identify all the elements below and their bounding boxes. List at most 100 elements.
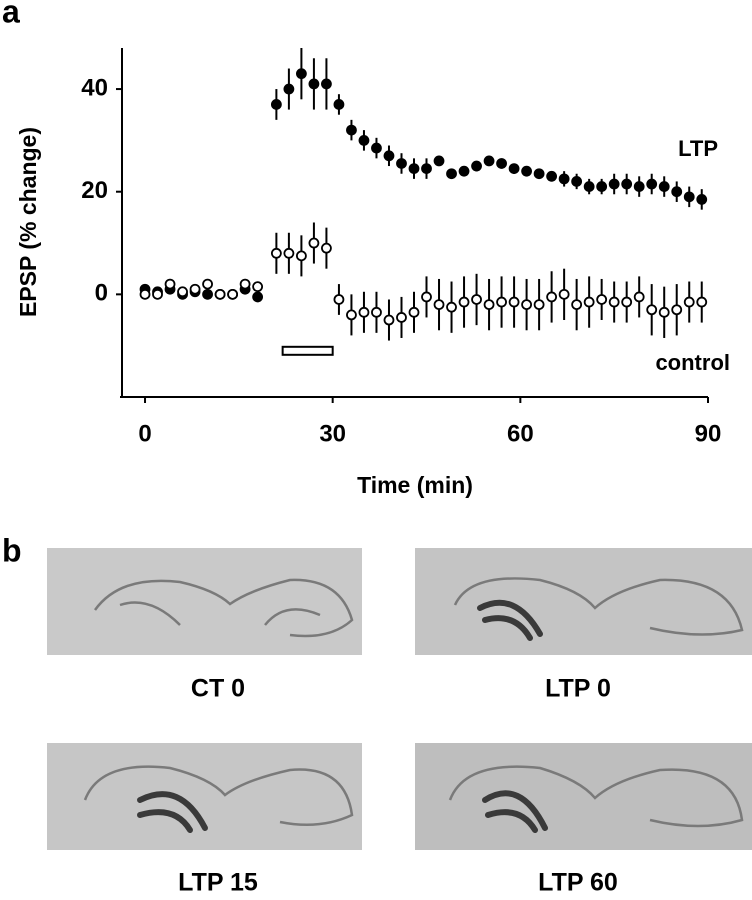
data-point bbox=[496, 296, 507, 308]
data-point bbox=[571, 299, 583, 311]
data-point bbox=[177, 286, 188, 298]
tissue-image bbox=[415, 548, 752, 655]
data-point bbox=[671, 304, 683, 316]
x-axis-label: Time (min) bbox=[357, 472, 473, 498]
series-label: LTP bbox=[678, 136, 718, 161]
data-point bbox=[408, 163, 420, 175]
data-point bbox=[283, 83, 295, 95]
data-point bbox=[308, 78, 320, 90]
data-point bbox=[683, 191, 695, 203]
data-point bbox=[433, 299, 445, 311]
data-point bbox=[421, 291, 432, 303]
y-tick-label: 0 bbox=[95, 280, 108, 307]
data-point bbox=[683, 296, 695, 308]
data-point bbox=[696, 194, 708, 205]
data-point bbox=[433, 155, 445, 167]
tissue-outline bbox=[83, 765, 354, 827]
data-point bbox=[358, 306, 370, 318]
data-point bbox=[471, 294, 482, 305]
data-point bbox=[583, 296, 595, 308]
data-point bbox=[358, 134, 370, 146]
data-point bbox=[696, 296, 708, 308]
data-point bbox=[596, 181, 608, 192]
data-point bbox=[227, 288, 238, 300]
data-point bbox=[270, 99, 282, 110]
data-point bbox=[321, 78, 332, 90]
stimulus-bar bbox=[281, 345, 334, 356]
tissue-outline bbox=[119, 601, 321, 626]
data-point bbox=[583, 181, 595, 192]
image-label: LTP 60 bbox=[538, 869, 618, 897]
data-point bbox=[396, 158, 407, 169]
y-tick-label: 40 bbox=[81, 74, 108, 101]
data-point bbox=[333, 294, 345, 305]
data-point bbox=[621, 178, 633, 190]
data-point bbox=[558, 173, 570, 185]
data-point bbox=[371, 306, 382, 318]
data-point bbox=[371, 142, 382, 154]
data-point bbox=[270, 247, 282, 259]
tissue-outline bbox=[453, 577, 744, 636]
data-point bbox=[558, 288, 570, 300]
dentate-gyrus bbox=[137, 791, 208, 833]
data-point bbox=[396, 312, 407, 323]
x-tick-label: 0 bbox=[138, 420, 151, 447]
data-point bbox=[658, 306, 670, 318]
data-point bbox=[296, 68, 307, 80]
data-point bbox=[496, 158, 507, 169]
data-point bbox=[346, 124, 357, 136]
data-point bbox=[214, 288, 226, 300]
dentate-gyrus bbox=[482, 790, 548, 833]
dentate-gyrus bbox=[477, 599, 543, 641]
data-point bbox=[252, 281, 264, 293]
data-point bbox=[546, 291, 558, 303]
data-point bbox=[508, 163, 520, 175]
plot: 0 20 40 0 30 60 90 LTP control bbox=[81, 48, 730, 447]
panel-label: b bbox=[2, 532, 22, 568]
panel-label: a bbox=[2, 0, 20, 29]
data-point bbox=[252, 291, 264, 303]
data-point bbox=[483, 299, 495, 311]
data-point bbox=[546, 170, 558, 182]
data-point bbox=[189, 283, 201, 295]
data-point bbox=[471, 160, 482, 172]
data-point bbox=[164, 278, 176, 290]
data-point bbox=[296, 250, 307, 262]
data-point bbox=[646, 304, 658, 316]
data-point bbox=[139, 288, 151, 300]
data-point bbox=[346, 309, 357, 321]
image-label: CT 0 bbox=[191, 675, 245, 703]
tissue-image bbox=[47, 743, 362, 850]
data-point bbox=[458, 296, 470, 308]
data-point bbox=[508, 296, 520, 308]
x-tick-label: 90 bbox=[695, 420, 722, 447]
data-point bbox=[152, 288, 163, 300]
data-point bbox=[483, 155, 495, 167]
data-point bbox=[608, 178, 620, 190]
tissue-image bbox=[47, 548, 362, 655]
tissue-image bbox=[415, 743, 752, 850]
data-point bbox=[533, 299, 545, 311]
data-point bbox=[458, 165, 470, 177]
data-point bbox=[446, 301, 457, 313]
data-point bbox=[633, 181, 645, 192]
data-point bbox=[671, 186, 683, 198]
image-label: LTP 0 bbox=[545, 675, 611, 703]
data-point bbox=[308, 237, 320, 249]
x-tick-label: 60 bbox=[507, 420, 534, 447]
image-panel: CT 0 LTP 0 LTP 15 LTP 60 bbox=[47, 548, 752, 897]
data-point bbox=[239, 278, 251, 290]
tissue-outline bbox=[93, 578, 354, 638]
data-point bbox=[283, 247, 295, 259]
data-point bbox=[321, 242, 332, 254]
data-point bbox=[608, 296, 620, 308]
tissue-outline bbox=[448, 765, 744, 828]
image-label: LTP 15 bbox=[178, 869, 258, 897]
data-point bbox=[621, 296, 633, 308]
data-point bbox=[333, 99, 345, 110]
data-point bbox=[596, 294, 608, 305]
series-label: control bbox=[655, 350, 730, 375]
data-point bbox=[521, 165, 532, 177]
data-point bbox=[202, 278, 213, 290]
data-point bbox=[202, 288, 213, 300]
